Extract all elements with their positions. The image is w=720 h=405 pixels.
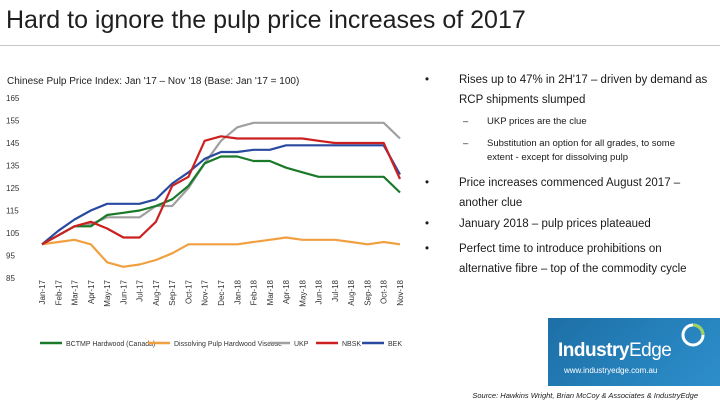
x-tick-label: Jan-18 (233, 279, 242, 304)
x-tick-label: May-18 (298, 279, 307, 306)
bullet-marker: – (463, 138, 469, 149)
x-tick-label: Feb-17 (54, 279, 63, 305)
x-tick-label: Feb-18 (250, 279, 259, 305)
x-tick-label: Aug-17 (152, 279, 161, 305)
y-tick-label: 115 (6, 207, 19, 216)
bullet-text: January 2018 – pulp prices plateaued (459, 218, 651, 230)
legend-label-nbsk: NBSK (342, 341, 361, 348)
y-tick-label: 105 (6, 229, 20, 238)
slide-title: Hard to ignore the pulp price increases … (6, 6, 526, 34)
logo-url: www.industryedge.com.au (564, 366, 658, 375)
logo-background (548, 318, 720, 386)
x-tick-label: Jan-17 (38, 279, 47, 304)
x-tick-label: Aug-18 (347, 279, 356, 305)
bullet-marker: – (463, 116, 469, 127)
series-line-bctmp (41, 155, 401, 246)
source-note: Source: Hawkins Wright, Brian McCoy & As… (472, 391, 698, 400)
bullet-marker: • (425, 243, 430, 255)
bullet-marker: • (425, 177, 430, 189)
bullet-text: UKP prices are the clue (487, 116, 587, 127)
x-tick-label: Apr-18 (282, 279, 291, 304)
legend-label-ukp: UKP (294, 341, 309, 348)
x-tick-label: Nov-17 (201, 279, 210, 305)
x-tick-label: Mar-17 (71, 279, 80, 305)
x-tick-label: May-17 (103, 279, 112, 306)
bullet-text: Rises up to 47% in 2H'17 – driven by dem… (459, 74, 708, 106)
x-tick-label: Apr-17 (87, 279, 96, 304)
logo-brand-light: Edge (628, 340, 672, 361)
series-line-nbsk (41, 135, 402, 246)
x-tick-label: Jul-17 (136, 279, 145, 301)
logo-brand-bold: Industry (558, 340, 629, 361)
series-line-dissolving (41, 236, 401, 268)
bullet-text: Price increases commenced August 2017 – … (459, 177, 681, 209)
bullet-marker: • (425, 74, 430, 86)
industryedge-logo[interactable]: IndustryEdge www.industryedge.com.au (558, 320, 708, 380)
x-tick-label: Oct-18 (380, 279, 389, 304)
x-tick-label: Sep-18 (363, 279, 372, 305)
pulp-price-chart: 165 155 145 135 125 115 105 95 85 Jan-17 Feb-17 Mar… (6, 94, 405, 348)
legend-label-bctmp: BCTMP Hardwood (Canada) (66, 341, 155, 348)
x-tick-label: Jun-17 (119, 279, 128, 304)
series-line-bek (41, 144, 401, 246)
x-tick-label: Nov-18 (396, 279, 405, 305)
y-tick-label: 125 (6, 184, 20, 193)
title-divider (0, 45, 720, 46)
y-tick-label: 145 (6, 139, 20, 148)
series-line-ukp (41, 121, 401, 246)
x-tick-label: Mar-18 (266, 279, 275, 305)
legend-label-dissolving: Dissolving Pulp Hardwood Viscose (174, 341, 282, 348)
bullet-text: Substitution an option for all grades, t… (487, 138, 676, 163)
chart-title: Chinese Pulp Price Index: Jan '17 – Nov … (7, 76, 300, 87)
x-tick-label: Jun-18 (315, 279, 324, 304)
y-tick-label: 165 (6, 94, 20, 103)
x-tick-label: Dec-17 (217, 279, 226, 305)
logo-swirl-icon (681, 323, 705, 347)
y-tick-label: 95 (6, 252, 15, 261)
y-tick-label: 135 (6, 162, 20, 171)
bullet-text: Perfect time to introduce prohibitions o… (459, 243, 687, 275)
y-tick-label: 85 (6, 274, 15, 283)
x-tick-label: Sep-17 (168, 279, 177, 305)
bullet-marker: • (425, 218, 430, 230)
y-tick-label: 155 (6, 117, 20, 126)
x-tick-label: Oct-17 (184, 279, 193, 304)
legend-label-bek: BEK (388, 341, 402, 348)
logo-wordmark: IndustryEdge (558, 340, 672, 362)
x-tick-label: Jul-18 (331, 279, 340, 301)
